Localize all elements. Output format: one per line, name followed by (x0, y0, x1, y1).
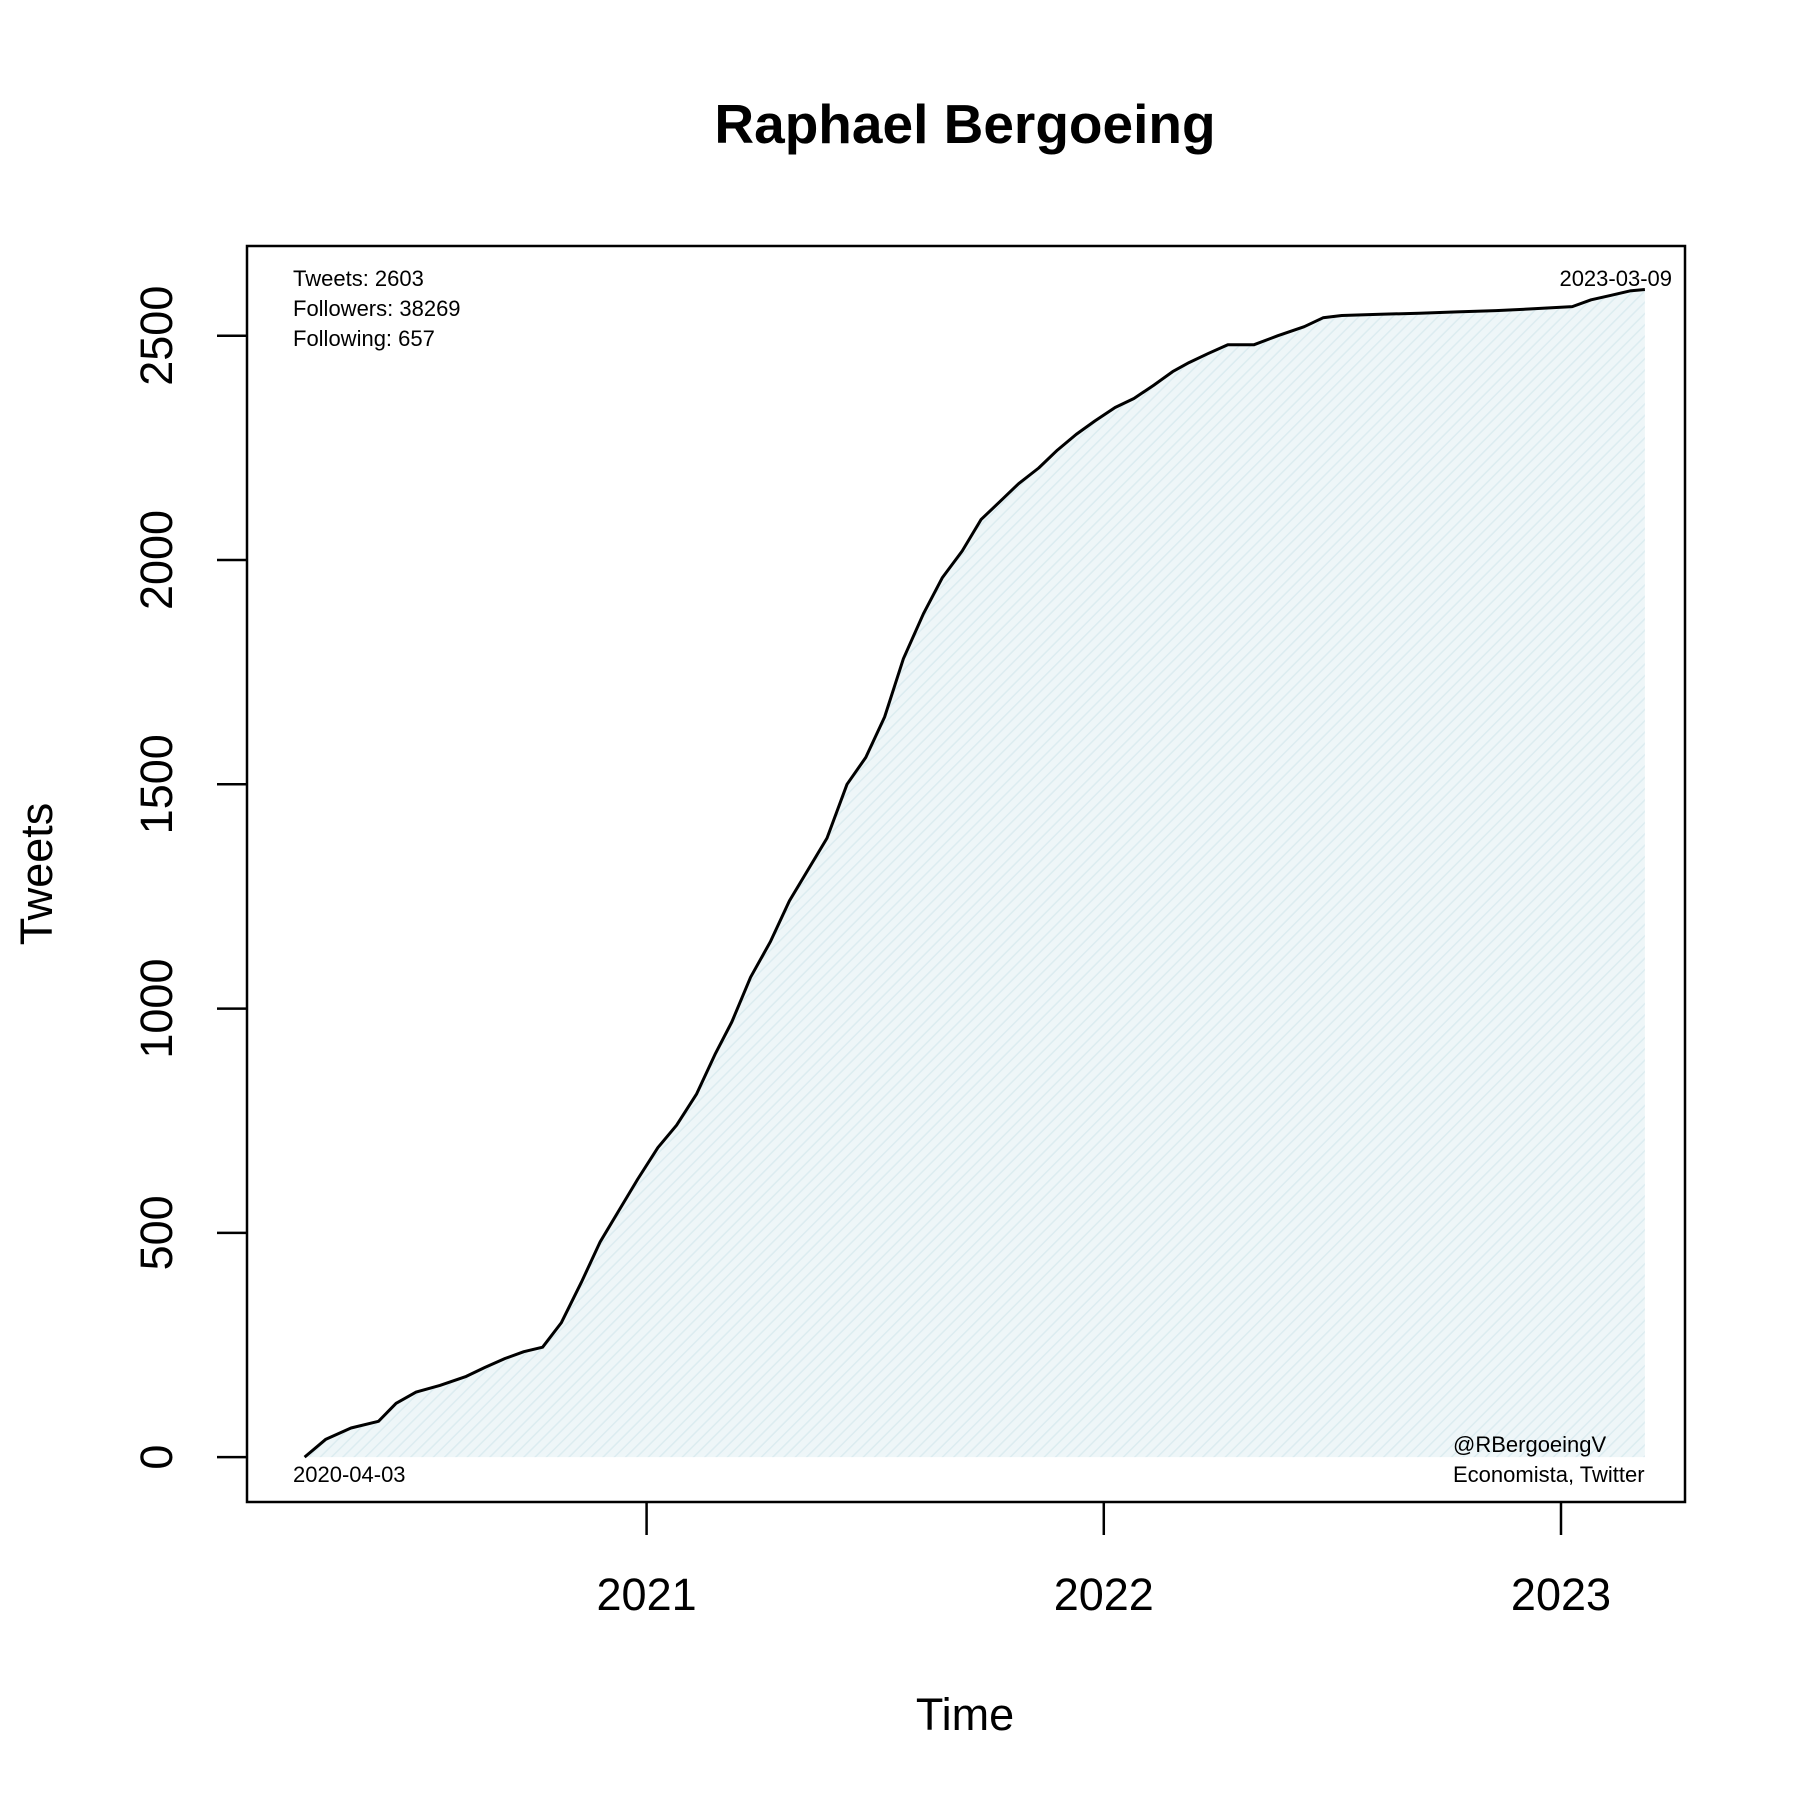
y-tick-label-2500: 2500 (131, 286, 182, 386)
series-line (303, 288, 1646, 1459)
x-tick-label-2023: 2023 (1511, 1569, 1611, 1620)
description-label: Economista, Twitter (1453, 1462, 1645, 1487)
y-tick-label-0: 0 (131, 1445, 182, 1470)
y-tick-label-1000: 1000 (131, 959, 182, 1059)
y-tick-label-1500: 1500 (131, 734, 182, 834)
plot-frame (245, 244, 1687, 1504)
end-date-label: 2023-03-09 (1559, 266, 1672, 291)
x-axis: 2021 2022 2023 (597, 1502, 1611, 1620)
x-tick-label-2022: 2022 (1054, 1569, 1154, 1620)
stat-followers: Followers: 38269 (293, 296, 461, 321)
x-axis-label: Time (916, 1689, 1014, 1740)
handle-label: @RBergoeingV (1453, 1432, 1607, 1457)
chart-title: Raphael Bergoeing (714, 93, 1215, 155)
stat-tweets: Tweets: 2603 (293, 266, 424, 291)
x-tick-label-2021: 2021 (597, 1569, 697, 1620)
stat-following: Following: 657 (293, 326, 435, 351)
y-axis: 0 500 1000 1500 2000 2500 (131, 286, 247, 1470)
y-tick-label-500: 500 (131, 1195, 182, 1270)
area-fill (304, 289, 1645, 1458)
plot-area (303, 288, 1646, 1459)
start-date-label: 2020-04-03 (293, 1462, 406, 1487)
y-axis-label: Tweets (11, 803, 62, 946)
y-tick-label-2000: 2000 (131, 510, 182, 610)
